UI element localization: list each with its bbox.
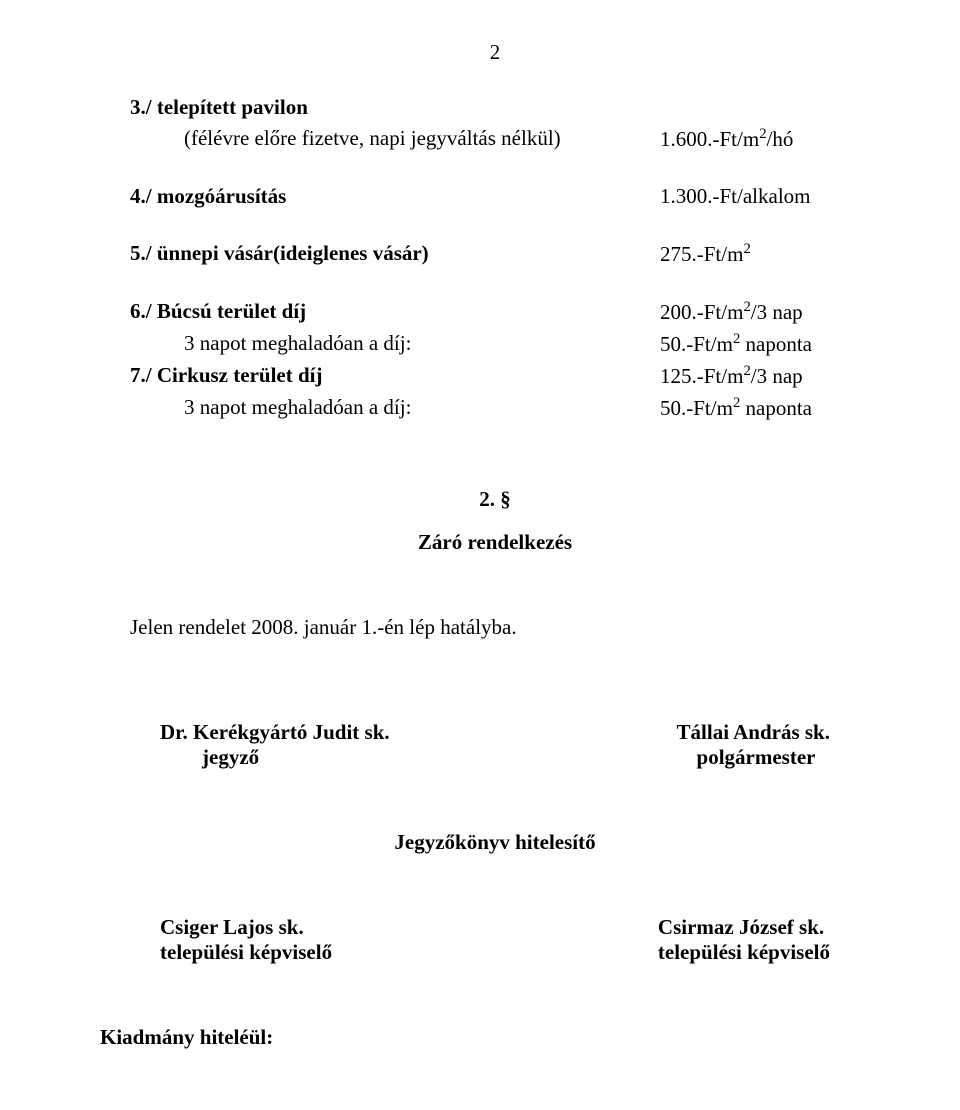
sig1-right-name: Tállai András sk. — [677, 720, 830, 745]
item-6b-val-pre: 50.-Ft/m — [660, 332, 733, 356]
item-7b-val-pre: 50.-Ft/m — [660, 396, 733, 420]
item-5-val-sup: 2 — [743, 241, 750, 257]
item-7b: 3 napot meghaladóan a díj: 50.-Ft/m2 nap… — [130, 395, 860, 421]
item-6: 6./ Búcsú terület díj 200.-Ft/m2/3 nap — [130, 299, 860, 325]
item-5: 5./ ünnepi vásár(ideiglenes vásár) 275.-… — [130, 241, 860, 267]
section-number: 2. § — [130, 487, 860, 512]
sig2-left-name: Csiger Lajos sk. — [160, 915, 332, 940]
sig1-right-role: polgármester — [677, 745, 830, 770]
item-4-value: 1.300.-Ft/alkalom — [660, 184, 860, 209]
effective-date: Jelen rendelet 2008. január 1.-én lép ha… — [130, 615, 860, 640]
item-6-val-pre: 200.-Ft/m — [660, 300, 743, 324]
sig1-right: Tállai András sk. polgármester — [677, 720, 830, 770]
item-7b-label: 3 napot meghaladóan a díj: — [130, 395, 660, 421]
item-6-val-post: /3 nap — [751, 300, 803, 324]
item-7-label: 7./ Cirkusz terület díj — [130, 363, 660, 389]
item-6b: 3 napot meghaladóan a díj: 50.-Ft/m2 nap… — [130, 331, 860, 357]
sig2-right-role: települési képviselő — [658, 940, 830, 965]
item-4-label: 4./ mozgóárusítás — [130, 184, 660, 209]
item-6b-label: 3 napot meghaladóan a díj: — [130, 331, 660, 357]
item-5-label: 5./ ünnepi vásár(ideiglenes vásár) — [130, 241, 660, 267]
item-7-val-post: /3 nap — [751, 364, 803, 388]
item-6b-val-post: naponta — [740, 332, 812, 356]
item-3-line2: (félévre előre fizetve, napi jegyváltás … — [130, 126, 860, 152]
item-7-val-pre: 125.-Ft/m — [660, 364, 743, 388]
signature-row-2: Csiger Lajos sk. települési képviselő Cs… — [130, 915, 860, 965]
item-4: 4./ mozgóárusítás 1.300.-Ft/alkalom — [130, 184, 860, 209]
section-title: Záró rendelkezés — [130, 530, 860, 555]
sig2-right-name: Csirmaz József sk. — [658, 915, 830, 940]
item-3-val-post: /hó — [767, 127, 794, 151]
document-page: 2 3./ telepített pavilon (félévre előre … — [0, 0, 960, 1110]
item-6b-value: 50.-Ft/m2 naponta — [660, 331, 860, 357]
item-3-value: 1.600.-Ft/m2/hó — [660, 126, 860, 152]
item-6-label: 6./ Búcsú terület díj — [130, 299, 660, 325]
item-7b-value: 50.-Ft/m2 naponta — [660, 395, 860, 421]
item-3-val-pre: 1.600.-Ft/m — [660, 127, 759, 151]
item-6-val-sup: 2 — [743, 299, 750, 315]
attestation-title: Jegyzőkönyv hitelesítő — [130, 830, 860, 855]
item-7-val-sup: 2 — [743, 363, 750, 379]
sig1-left: Dr. Kerékgyártó Judit sk. jegyző — [160, 720, 390, 770]
item-7-value: 125.-Ft/m2/3 nap — [660, 363, 860, 389]
sig1-left-name: Dr. Kerékgyártó Judit sk. — [160, 720, 390, 745]
signature-row-1: Dr. Kerékgyártó Judit sk. jegyző Tállai … — [130, 720, 860, 770]
footer-text: Kiadmány hiteléül: — [100, 1025, 860, 1050]
sig2-left-role: települési képviselő — [160, 940, 332, 965]
item-5-val-pre: 275.-Ft/m — [660, 242, 743, 266]
sig2-left: Csiger Lajos sk. települési képviselő — [160, 915, 332, 965]
item-7: 7./ Cirkusz terület díj 125.-Ft/m2/3 nap — [130, 363, 860, 389]
page-number: 2 — [130, 40, 860, 65]
item-7b-val-post: naponta — [740, 396, 812, 420]
item-3-val-sup: 2 — [759, 126, 766, 142]
sig2-right: Csirmaz József sk. települési képviselő — [658, 915, 830, 965]
item-3-title: 3./ telepített pavilon — [130, 95, 660, 120]
item-3-line1: 3./ telepített pavilon — [130, 95, 860, 120]
sig1-left-role: jegyző — [160, 745, 390, 770]
item-5-value: 275.-Ft/m2 — [660, 241, 860, 267]
item-6-value: 200.-Ft/m2/3 nap — [660, 299, 860, 325]
item-3-subtitle: (félévre előre fizetve, napi jegyváltás … — [130, 126, 660, 152]
